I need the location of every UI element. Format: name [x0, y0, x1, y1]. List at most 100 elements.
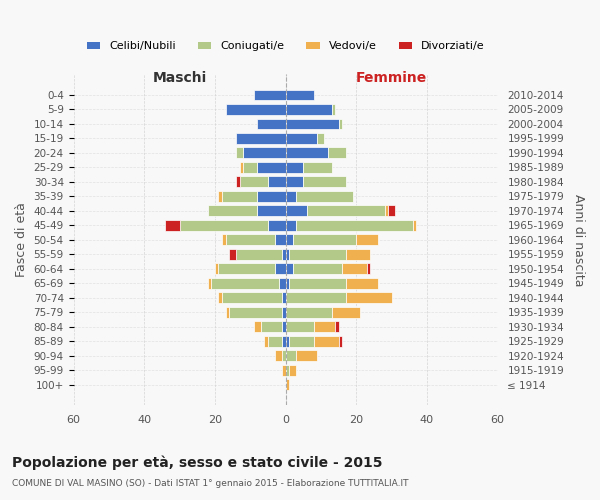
Bar — [286, 264, 293, 274]
Bar — [218, 292, 222, 304]
Bar — [282, 365, 286, 376]
Bar — [286, 278, 289, 289]
Bar — [332, 307, 360, 318]
Bar — [346, 292, 392, 304]
Bar — [286, 104, 332, 115]
Bar — [282, 292, 286, 304]
Bar — [286, 191, 296, 202]
Bar — [166, 220, 179, 231]
Bar — [236, 133, 286, 144]
Bar — [286, 292, 346, 304]
Bar — [268, 220, 286, 231]
Bar — [282, 249, 286, 260]
Bar — [265, 336, 268, 347]
Bar — [289, 365, 296, 376]
Bar — [286, 307, 332, 318]
Bar — [286, 133, 317, 144]
Bar — [296, 220, 413, 231]
Bar — [211, 278, 278, 289]
Bar — [335, 322, 338, 332]
Bar — [296, 350, 317, 362]
Bar — [254, 322, 261, 332]
Bar — [268, 336, 282, 347]
Bar — [222, 191, 257, 202]
Bar — [218, 191, 222, 202]
Bar — [332, 104, 335, 115]
Bar — [314, 322, 335, 332]
Text: Femmine: Femmine — [356, 71, 427, 85]
Bar — [275, 264, 286, 274]
Bar — [286, 220, 296, 231]
Legend: Celibi/Nubili, Coniugati/e, Vedovi/e, Divorziati/e: Celibi/Nubili, Coniugati/e, Vedovi/e, Di… — [82, 37, 489, 56]
Bar — [289, 249, 346, 260]
Bar — [286, 365, 289, 376]
Bar — [286, 162, 303, 173]
Bar — [286, 322, 314, 332]
Bar — [257, 206, 286, 216]
Bar — [239, 176, 268, 188]
Bar — [226, 234, 275, 246]
Bar — [257, 162, 286, 173]
Text: COMUNE DI VAL MASINO (SO) - Dati ISTAT 1° gennaio 2015 - Elaborazione TUTTITALIA: COMUNE DI VAL MASINO (SO) - Dati ISTAT 1… — [12, 479, 409, 488]
Bar — [388, 206, 395, 216]
Bar — [307, 206, 385, 216]
Bar — [275, 350, 282, 362]
Text: Popolazione per età, sesso e stato civile - 2015: Popolazione per età, sesso e stato civil… — [12, 456, 383, 470]
Bar — [328, 148, 346, 158]
Bar — [356, 234, 377, 246]
Bar — [179, 220, 268, 231]
Bar — [289, 336, 314, 347]
Bar — [342, 264, 367, 274]
Bar — [226, 307, 229, 318]
Bar — [286, 380, 289, 390]
Bar — [286, 118, 338, 130]
Bar — [282, 322, 286, 332]
Bar — [286, 336, 289, 347]
Bar — [293, 264, 342, 274]
Bar — [286, 249, 289, 260]
Bar — [346, 249, 370, 260]
Bar — [289, 278, 346, 289]
Bar — [226, 104, 286, 115]
Bar — [286, 176, 303, 188]
Bar — [338, 336, 342, 347]
Bar — [229, 249, 236, 260]
Bar — [278, 278, 286, 289]
Bar — [346, 278, 377, 289]
Y-axis label: Anni di nascita: Anni di nascita — [572, 194, 585, 286]
Bar — [286, 90, 314, 101]
Bar — [236, 249, 282, 260]
Bar — [215, 264, 218, 274]
Bar — [243, 162, 257, 173]
Bar — [413, 220, 416, 231]
Bar — [275, 234, 286, 246]
Bar — [282, 307, 286, 318]
Bar — [286, 350, 296, 362]
Bar — [222, 292, 282, 304]
Text: Maschi: Maschi — [152, 71, 206, 85]
Bar — [254, 90, 286, 101]
Bar — [243, 148, 286, 158]
Bar — [261, 322, 282, 332]
Bar — [239, 162, 243, 173]
Bar — [314, 336, 338, 347]
Bar — [293, 234, 356, 246]
Bar — [229, 307, 282, 318]
Bar — [236, 148, 243, 158]
Bar — [286, 234, 293, 246]
Bar — [282, 350, 286, 362]
Y-axis label: Fasce di età: Fasce di età — [15, 202, 28, 278]
Bar — [218, 264, 275, 274]
Bar — [385, 206, 388, 216]
Bar — [286, 148, 328, 158]
Bar — [303, 176, 346, 188]
Bar — [268, 176, 286, 188]
Bar — [338, 118, 342, 130]
Bar — [208, 278, 211, 289]
Bar — [222, 234, 226, 246]
Bar — [236, 176, 239, 188]
Bar — [257, 118, 286, 130]
Bar — [367, 264, 370, 274]
Bar — [317, 133, 325, 144]
Bar — [282, 336, 286, 347]
